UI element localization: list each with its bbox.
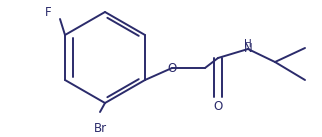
Text: O: O [213,101,223,113]
Text: N: N [244,42,252,55]
Text: H: H [244,38,252,48]
Text: O: O [167,62,177,75]
Text: F: F [45,5,51,18]
Text: Br: Br [93,122,107,135]
